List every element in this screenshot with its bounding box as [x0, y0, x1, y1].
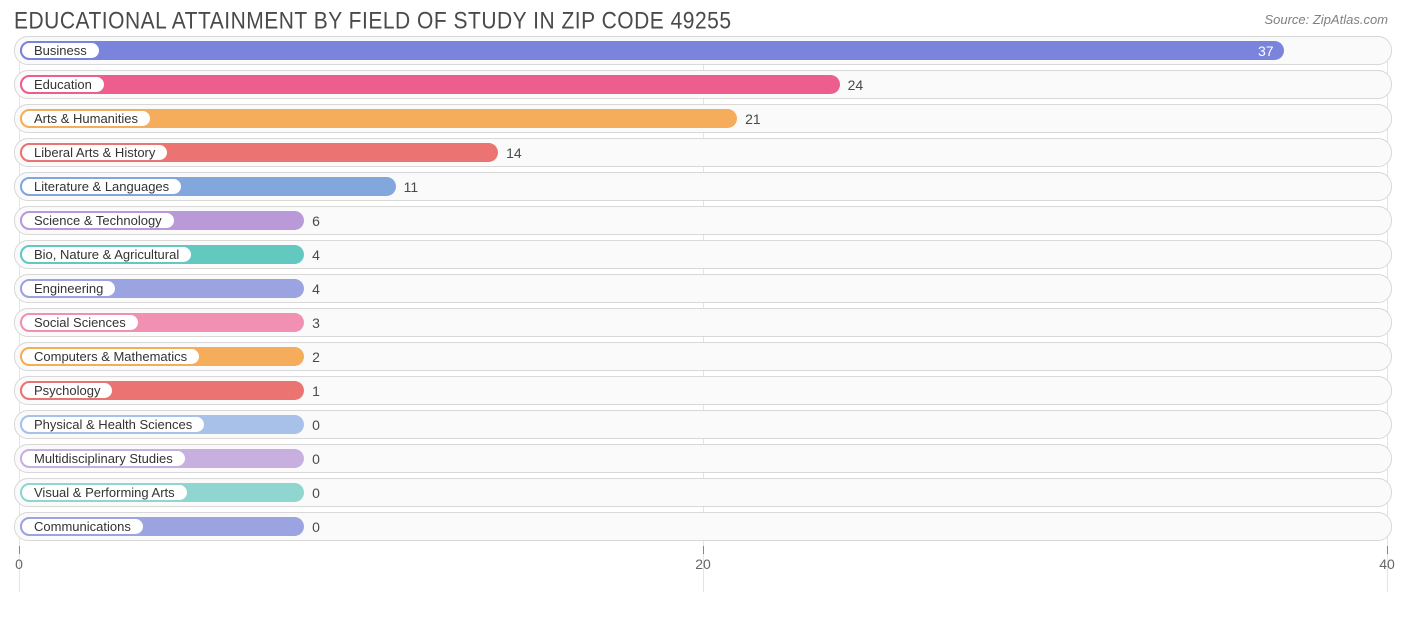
bar-value: 6	[304, 211, 320, 230]
bar-category-label: Visual & Performing Arts	[20, 483, 189, 502]
bar-value: 0	[304, 415, 320, 434]
bar-category-label: Literature & Languages	[20, 177, 183, 196]
bar-row: 24 Education	[14, 70, 1392, 99]
bar-row: 0 Visual & Performing Arts	[14, 478, 1392, 507]
bar-value: 37	[20, 41, 1284, 60]
axis-tick	[19, 546, 20, 554]
chart-area: 37Business24Education21Arts & Humanities…	[0, 36, 1406, 541]
bar-row: 0 Communications	[14, 512, 1392, 541]
bar-track: 14	[20, 143, 1386, 162]
bar-row: 2 Computers & Mathematics	[14, 342, 1392, 371]
bar-track: 21	[20, 109, 1386, 128]
bar-track: 1	[20, 381, 1386, 400]
bar-track: 11	[20, 177, 1386, 196]
bar-value: 14	[498, 143, 522, 162]
bar-row: 14 Liberal Arts & History	[14, 138, 1392, 167]
axis-tick-label: 40	[1379, 556, 1395, 572]
axis-tick	[1387, 546, 1388, 554]
bar-value: 21	[737, 109, 761, 128]
bar-track: 0	[20, 415, 1386, 434]
chart-header: EDUCATIONAL ATTAINMENT BY FIELD OF STUDY…	[0, 0, 1406, 36]
chart-title: EDUCATIONAL ATTAINMENT BY FIELD OF STUDY…	[14, 8, 732, 36]
axis-tick-label: 0	[15, 556, 23, 572]
bar-row: 4 Bio, Nature & Agricultural	[14, 240, 1392, 269]
bar-row: 37Business	[14, 36, 1392, 65]
axis-tick	[703, 546, 704, 554]
bar-value: 0	[304, 517, 320, 536]
bar-category-label: Arts & Humanities	[20, 109, 152, 128]
bar-category-label: Physical & Health Sciences	[20, 415, 206, 434]
bar-track: 0	[20, 483, 1386, 502]
bar-row: 0 Multidisciplinary Studies	[14, 444, 1392, 473]
bar-row: 21 Arts & Humanities	[14, 104, 1392, 133]
bar-track: 37	[20, 41, 1386, 60]
bar-category-label: Psychology	[20, 381, 114, 400]
bar-track: 24	[20, 75, 1386, 94]
bar-row: 4 Engineering	[14, 274, 1392, 303]
bar-track: 4	[20, 279, 1386, 298]
bar-value: 2	[304, 347, 320, 366]
bar-track: 0	[20, 517, 1386, 536]
bar-fill	[20, 75, 840, 94]
bar-category-label: Education	[20, 75, 106, 94]
bar-row: 1 Psychology	[14, 376, 1392, 405]
bar-category-label: Business	[20, 41, 101, 60]
bar-track: 6	[20, 211, 1386, 230]
bar-row: 6 Science & Technology	[14, 206, 1392, 235]
bar-row: 11 Literature & Languages	[14, 172, 1392, 201]
bar-track: 2	[20, 347, 1386, 366]
bar-value: 1	[304, 381, 320, 400]
x-axis: 0 20 40	[14, 546, 1392, 584]
bar-row: 3 Social Sciences	[14, 308, 1392, 337]
bar-category-label: Engineering	[20, 279, 117, 298]
bar-value: 0	[304, 449, 320, 468]
bar-category-label: Multidisciplinary Studies	[20, 449, 187, 468]
bar-value: 3	[304, 313, 320, 332]
bar-row: 0 Physical & Health Sciences	[14, 410, 1392, 439]
bar-value: 0	[304, 483, 320, 502]
bar-track: 3	[20, 313, 1386, 332]
bar-value: 4	[304, 245, 320, 264]
bar-category-label: Science & Technology	[20, 211, 176, 230]
bar-value: 11	[396, 177, 419, 196]
bar-track: 4	[20, 245, 1386, 264]
bar-track: 0	[20, 449, 1386, 468]
bar-category-label: Social Sciences	[20, 313, 140, 332]
bar-category-label: Communications	[20, 517, 145, 536]
bar-category-label: Liberal Arts & History	[20, 143, 169, 162]
bar-value: 24	[840, 75, 864, 94]
bar-category-label: Computers & Mathematics	[20, 347, 201, 366]
bar-category-label: Bio, Nature & Agricultural	[20, 245, 193, 264]
bar-value: 4	[304, 279, 320, 298]
chart-source: Source: ZipAtlas.com	[1264, 12, 1388, 27]
axis-tick-label: 20	[695, 556, 711, 572]
